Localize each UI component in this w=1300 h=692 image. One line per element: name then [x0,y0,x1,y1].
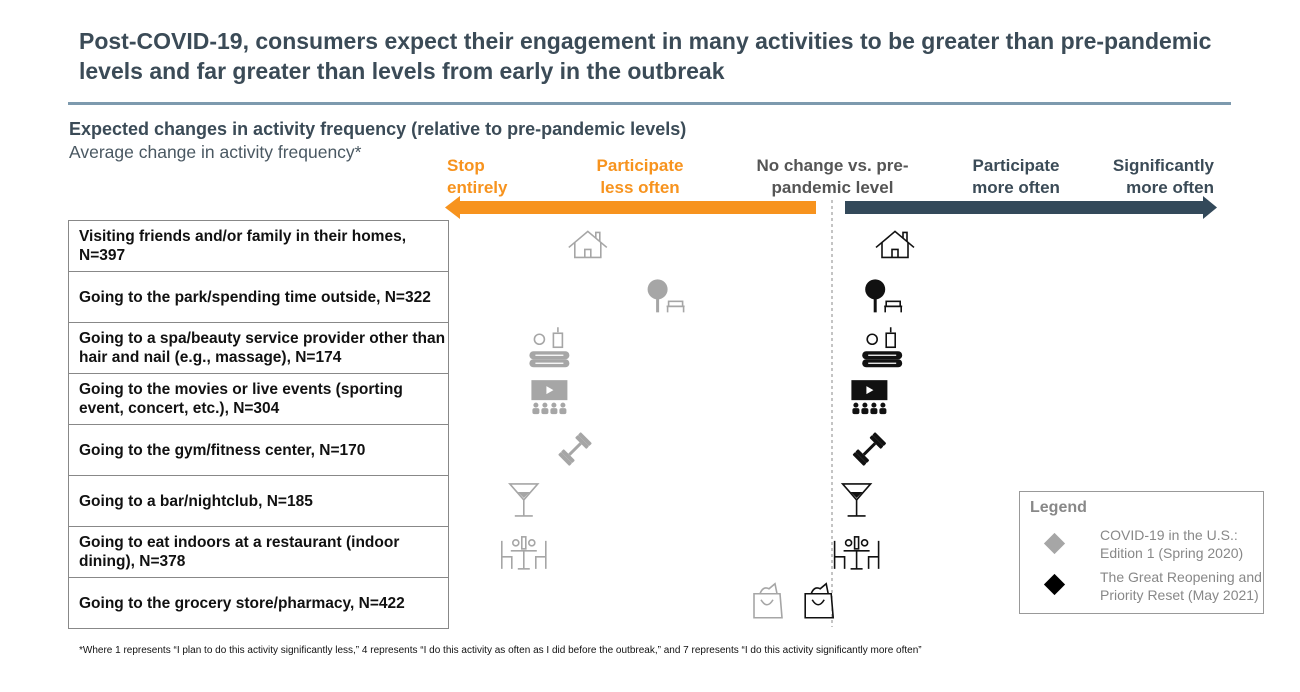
chart-subtitle: Expected changes in activity frequency (… [69,119,687,139]
chart-measure-label: Average change in activity frequency* [69,142,362,162]
shopping-bag-icon-2020 [753,582,783,619]
tree-bench-icon-2020 [647,279,685,313]
activity-table: Visiting friends and/or family in their … [68,220,449,629]
activity-row-label: Going to eat indoors at a restaurant (in… [69,527,448,578]
dining-table-icon-2021 [833,536,880,570]
activity-row-label: Going to a bar/nightclub, N=185 [69,476,448,527]
house-icon-2020 [568,230,608,259]
legend: Legend COVID-19 in the U.S.: Edition 1 (… [1019,491,1264,614]
activity-row-label: Going to the grocery store/pharmacy, N=4… [69,578,448,629]
legend-title: Legend [1030,499,1087,516]
header-more-often: Participate more often [972,156,1060,197]
header-no-change: No change vs. pre-pandemic level [756,156,909,197]
title-divider [68,102,1231,105]
less-often-arrow [458,201,816,214]
header-significantly-more: Significantly more often [1112,156,1214,197]
shopping-bag-icon-2021 [804,582,835,619]
movie-screen-icon-2021 [851,380,888,415]
tree-bench-icon-2021 [865,279,903,313]
header-less-often: Participate less often [596,156,684,197]
footnote: *Where 1 represents “I plan to do this a… [79,645,922,656]
house-icon-2021 [875,230,915,259]
movie-screen-icon-2020 [531,380,568,415]
activity-row-label: Going to a spa/beauty service provider o… [69,323,448,374]
activity-row-label: Going to the movies or live events (spor… [69,374,448,425]
more-often-arrowhead [1203,196,1217,219]
activity-row-label: Going to the gym/fitness center, N=170 [69,425,448,476]
martini-icon-2020 [508,483,540,517]
activity-row-label: Visiting friends and/or family in their … [69,221,448,272]
dumbbell-icon-2021 [852,432,886,466]
page-title: Post-COVID-19, consumers expect their en… [79,28,1212,84]
dining-table-icon-2020 [500,536,547,570]
legend-marker-2021 [1043,573,1066,596]
less-often-arrowhead [445,196,460,219]
martini-icon-2021 [840,483,873,517]
spa-icon-2020 [529,327,570,368]
spa-icon-2021 [862,327,903,368]
activity-row-label: Going to the park/spending time outside,… [69,272,448,323]
legend-label-2020: COVID-19 in the U.S.: Edition 1 (Spring … [1100,527,1244,561]
legend-label-2021: The Great Reopening and Priority Reset (… [1100,569,1262,603]
header-stop-entirely: Stop entirely [447,156,508,197]
more-often-arrow [845,201,1205,214]
legend-marker-2020 [1043,532,1066,555]
dumbbell-icon-2020 [558,432,592,466]
